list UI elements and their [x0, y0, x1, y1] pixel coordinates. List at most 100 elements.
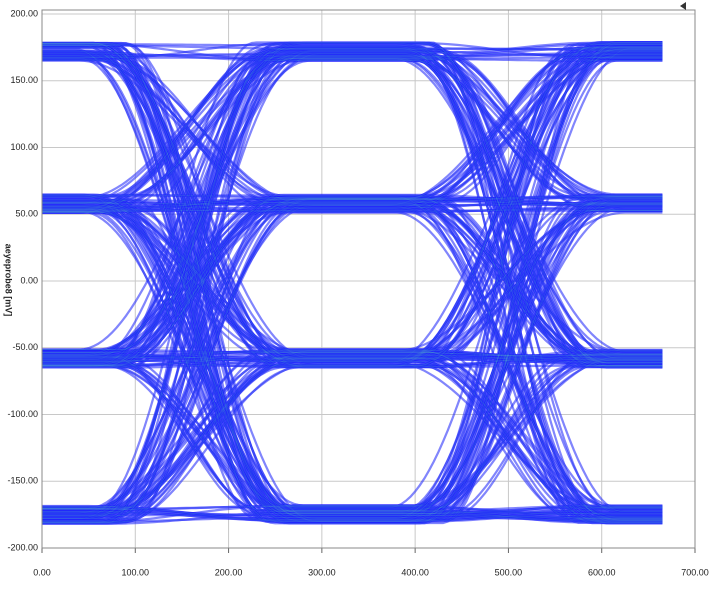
eye-trace-density: [42, 44, 663, 508]
eye-trace-density: [42, 43, 663, 524]
eye-trace-density: [42, 57, 663, 512]
eye-trace-density: [42, 206, 663, 517]
eye-trace-density: [42, 47, 663, 368]
eye-trace-density: [42, 44, 663, 368]
eye-trace-density: [42, 42, 663, 356]
eye-trace-density: [42, 48, 663, 209]
eye-trace-density: [42, 44, 663, 523]
eye-trace-density: [42, 58, 663, 361]
eye-trace-density: [42, 44, 663, 521]
eye-trace-density: [42, 53, 663, 363]
eye-trace-density: [42, 42, 663, 212]
y-tick-label: -50.00: [12, 342, 38, 352]
eye-trace: [42, 46, 663, 514]
eye-trace-density: [42, 57, 663, 358]
eye-trace-density: [42, 194, 663, 512]
eye-trace-density: [42, 46, 663, 362]
eye-trace: [42, 204, 663, 510]
eye-trace-density: [42, 350, 663, 522]
eye-trace-density: [42, 55, 663, 354]
eye-trace-density: [42, 58, 663, 366]
eye-trace-density: [42, 210, 663, 522]
eye-trace-density: [42, 56, 663, 353]
eye-trace-density: [42, 195, 663, 520]
eye-trace-density: [42, 51, 663, 198]
eye-trace-density: [42, 350, 663, 517]
eye-trace: [42, 53, 663, 214]
eye-trace-density: [42, 205, 663, 510]
eye-trace-density: [42, 362, 663, 512]
eye-trace-density: [42, 42, 663, 361]
eye-trace-density: [42, 46, 663, 513]
eye-trace-density: [42, 50, 663, 513]
eye-trace-density: [42, 212, 663, 520]
eye-trace-density: [42, 366, 663, 516]
eye-trace-density: [42, 46, 663, 362]
eye-trace-density: [42, 350, 663, 523]
eye-trace-density: [42, 57, 663, 508]
y-tick-label: -150.00: [7, 476, 38, 486]
eye-trace-density: [42, 53, 663, 517]
eye-trace-density: [42, 53, 663, 508]
eye-trace-density: [42, 197, 663, 509]
eye-trace-density: [42, 60, 663, 364]
y-tick-label: -100.00: [7, 409, 38, 419]
eye-trace: [42, 52, 663, 520]
eye-trace-density: [42, 205, 663, 523]
eye-trace-density: [42, 57, 663, 363]
y-tick-label: 50.00: [15, 209, 38, 219]
eye-trace-density: [42, 202, 663, 206]
eye-trace-density: [42, 59, 663, 520]
eye-trace-density: [42, 58, 663, 199]
eye-trace-density: [42, 44, 663, 510]
eye-trace-density: [42, 44, 663, 355]
corner-marker: [680, 2, 686, 10]
eye-trace-density: [42, 204, 663, 510]
eye-trace-density: [42, 195, 663, 357]
eye-trace-density: [42, 202, 663, 524]
eye-trace-density: [42, 203, 663, 367]
eye-trace-density: [42, 44, 663, 352]
eye-trace-density: [42, 49, 663, 354]
eye-trace-density: [42, 58, 663, 513]
eye-trace-density: [42, 212, 663, 357]
eye-trace-density: [42, 209, 663, 520]
eye-trace-density: [42, 196, 663, 212]
eye-trace-density: [42, 57, 663, 366]
y-tick-label: 150.00: [10, 75, 38, 85]
eye-trace: [42, 211, 663, 521]
eye-trace-density: [42, 48, 663, 523]
eye-trace-density: [42, 44, 663, 357]
eye-trace: [42, 41, 663, 511]
eye-trace-density: [42, 47, 663, 361]
eye-trace-density: [42, 58, 663, 518]
eye-trace-density: [42, 203, 663, 367]
eye-trace: [42, 195, 663, 356]
eye-trace-density: [42, 58, 663, 366]
eye-trace-density: [42, 44, 663, 507]
eye-trace-density: [42, 53, 663, 519]
eye-trace-density: [42, 43, 663, 366]
eye-trace-density: [42, 207, 663, 514]
eye-trace-density: [42, 211, 663, 360]
eye-trace-density: [42, 207, 663, 355]
eye-trace-density: [42, 210, 663, 507]
eye-trace-density: [42, 510, 663, 525]
eye-trace-density: [42, 55, 663, 523]
eye-traces: [42, 41, 663, 525]
eye-trace-density: [42, 55, 663, 358]
eye-trace: [42, 365, 663, 522]
eye-trace-density: [42, 354, 663, 513]
eye-trace-density: [42, 199, 663, 355]
eye-trace-density: [42, 352, 663, 522]
eye-trace-density: [42, 202, 663, 519]
eye-trace-density: [42, 196, 663, 520]
eye-trace-density: [42, 352, 663, 519]
x-tick-label: 600.00: [588, 567, 616, 577]
eye-trace: [42, 52, 663, 364]
eye-trace-density: [42, 51, 663, 209]
eye-trace-density: [42, 48, 663, 517]
x-tick-label: 300.00: [308, 567, 336, 577]
eye-trace-density: [42, 59, 663, 521]
